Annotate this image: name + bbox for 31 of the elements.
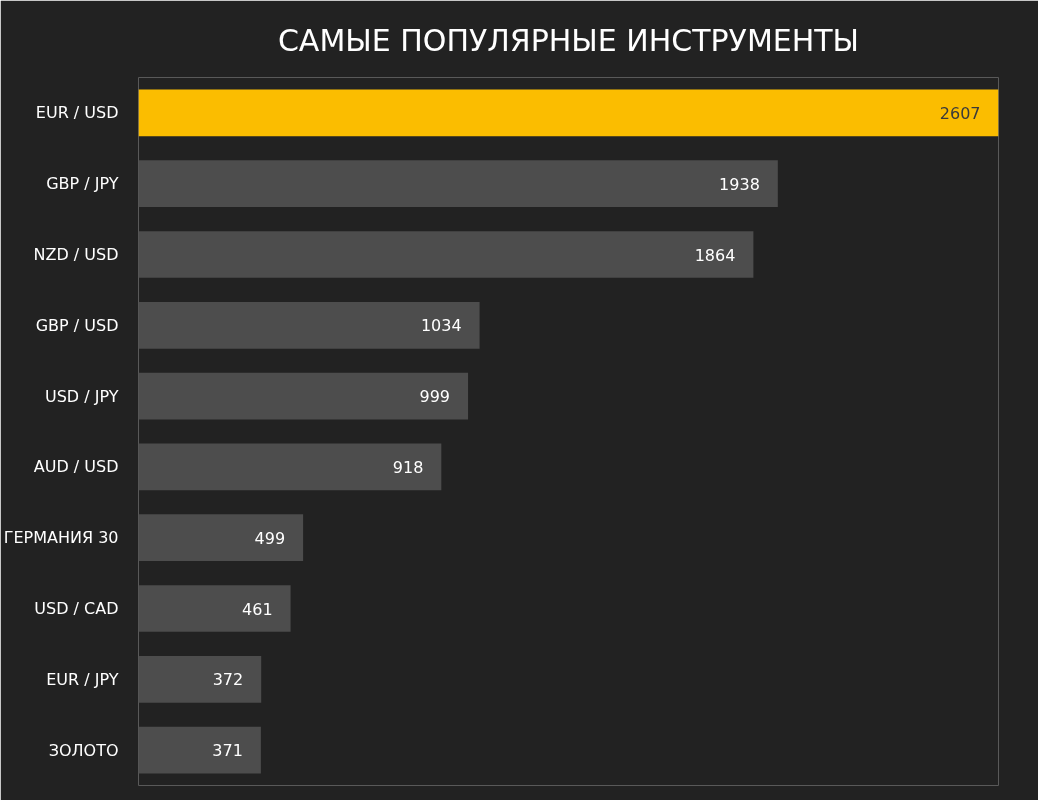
y-tick-label: GBP / JPY: [46, 174, 119, 194]
y-tick-label: EUR / USD: [35, 103, 119, 123]
data-label: 461: [242, 599, 273, 619]
bar: [138, 301, 480, 349]
bar: [138, 655, 262, 703]
data-label: 372: [212, 670, 244, 690]
bar: [138, 514, 304, 562]
bar: [138, 231, 754, 278]
data-label: 2607: [939, 103, 981, 123]
y-tick-label: AUD / USD: [33, 457, 119, 477]
bar: [138, 160, 778, 208]
y-tick-label: GBP / USD: [35, 315, 119, 335]
data-label: 499: [254, 528, 286, 548]
data-label: 1864: [694, 245, 736, 265]
data-label: 1034: [420, 316, 462, 336]
data-label: 999: [419, 387, 451, 407]
bar: [138, 726, 261, 774]
y-tick-label: ЗОЛОТО: [48, 740, 119, 760]
y-tick-label: NZD / USD: [33, 245, 119, 264]
y-tick-label: EUR / JPY: [46, 669, 119, 689]
data-label: 1938: [719, 174, 760, 194]
bar: [138, 89, 999, 137]
y-tick-label: ГЕРМАНИЯ 30: [3, 528, 119, 548]
data-label: 918: [392, 457, 424, 477]
bar: [138, 372, 469, 420]
bar: [138, 443, 442, 491]
y-tick-label: USD / CAD: [34, 599, 119, 618]
chart-title: САМЫЕ ПОПУЛЯРНЫЕ ИНСТРУМЕНТЫ: [277, 22, 860, 58]
data-label: 371: [212, 741, 243, 761]
bar: [138, 585, 291, 632]
y-tick-label: USD / JPY: [44, 386, 119, 406]
